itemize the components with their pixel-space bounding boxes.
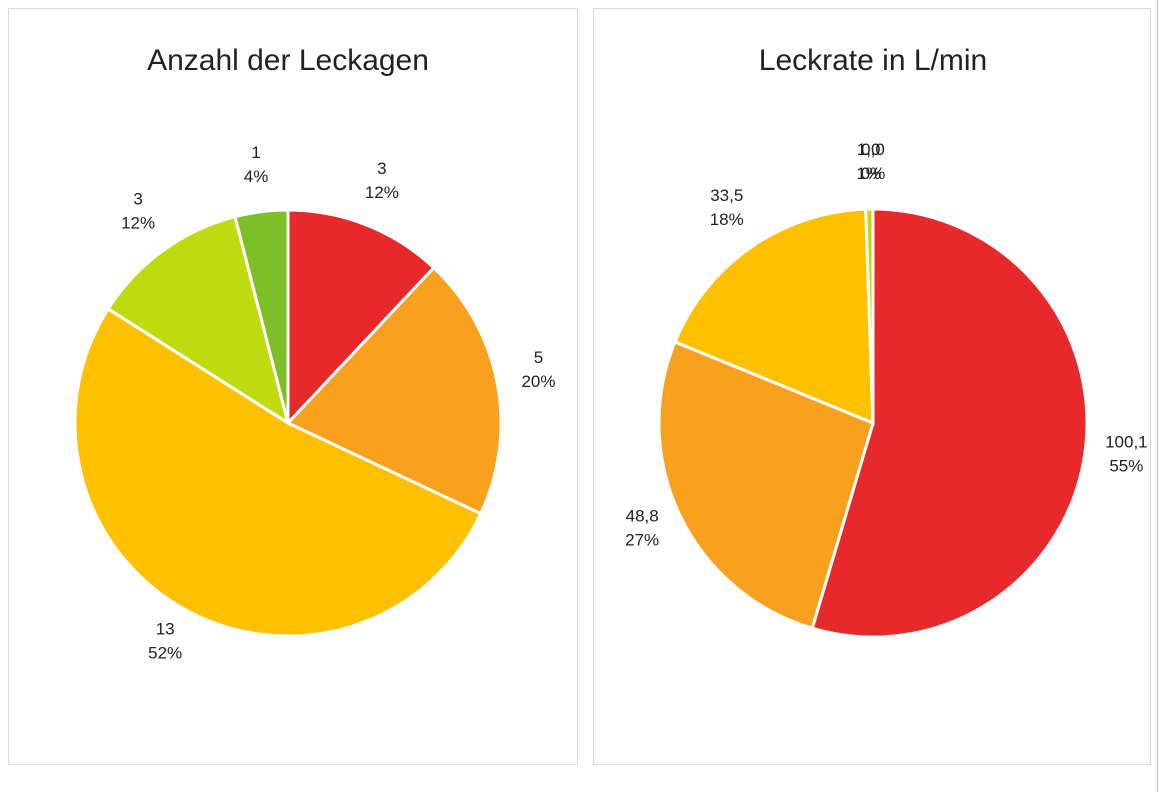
data-label: 1 xyxy=(251,143,260,162)
data-label: 100,1 xyxy=(1105,433,1148,452)
chart-title: Anzahl der Leckagen xyxy=(147,44,429,77)
percent-label: 4% xyxy=(244,167,269,186)
data-label: 1,0 xyxy=(857,140,881,159)
chart-title: Leckrate in L/min xyxy=(759,44,987,77)
percent-label: 27% xyxy=(625,531,659,550)
data-label: 13 xyxy=(156,619,175,638)
data-label: 3 xyxy=(377,159,386,178)
pie-slice xyxy=(657,339,875,631)
data-label: 0,0 xyxy=(861,140,885,159)
pie-slice xyxy=(810,207,1089,639)
data-label: 48,8 xyxy=(626,507,659,526)
percent-label: 1% xyxy=(856,164,881,183)
pie-slice xyxy=(233,208,290,424)
percent-label: 52% xyxy=(148,643,182,662)
percent-label: 20% xyxy=(521,372,555,391)
data-label: 5 xyxy=(534,348,543,367)
pie-slice xyxy=(285,265,503,516)
percent-label: 12% xyxy=(365,183,399,202)
pie-slice xyxy=(106,214,291,427)
percent-label: 55% xyxy=(1109,457,1143,476)
percent-label: 0% xyxy=(861,164,886,183)
pie-slice xyxy=(673,207,875,426)
data-label: 33,5 xyxy=(710,186,743,205)
data-label: 3 xyxy=(133,190,142,209)
pie-slice xyxy=(73,306,483,638)
percent-label: 12% xyxy=(121,214,155,233)
pie-slice xyxy=(286,208,436,427)
percent-label: 18% xyxy=(710,210,744,229)
